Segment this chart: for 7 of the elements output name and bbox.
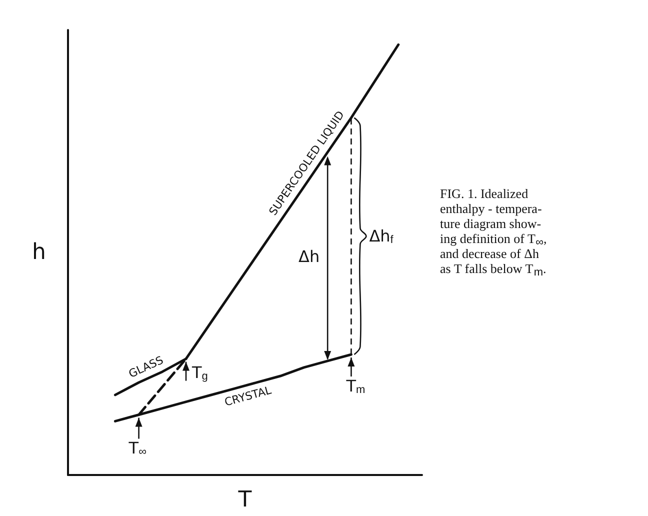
annotation: Tm	[345, 376, 366, 396]
annotation: Δhf	[369, 226, 394, 246]
annotation: T∞	[128, 438, 147, 458]
x-axis-title: T	[237, 488, 252, 512]
annotation: Tg	[191, 362, 208, 382]
y-axis-title: h	[32, 240, 46, 265]
annotation: Δh	[298, 247, 320, 266]
